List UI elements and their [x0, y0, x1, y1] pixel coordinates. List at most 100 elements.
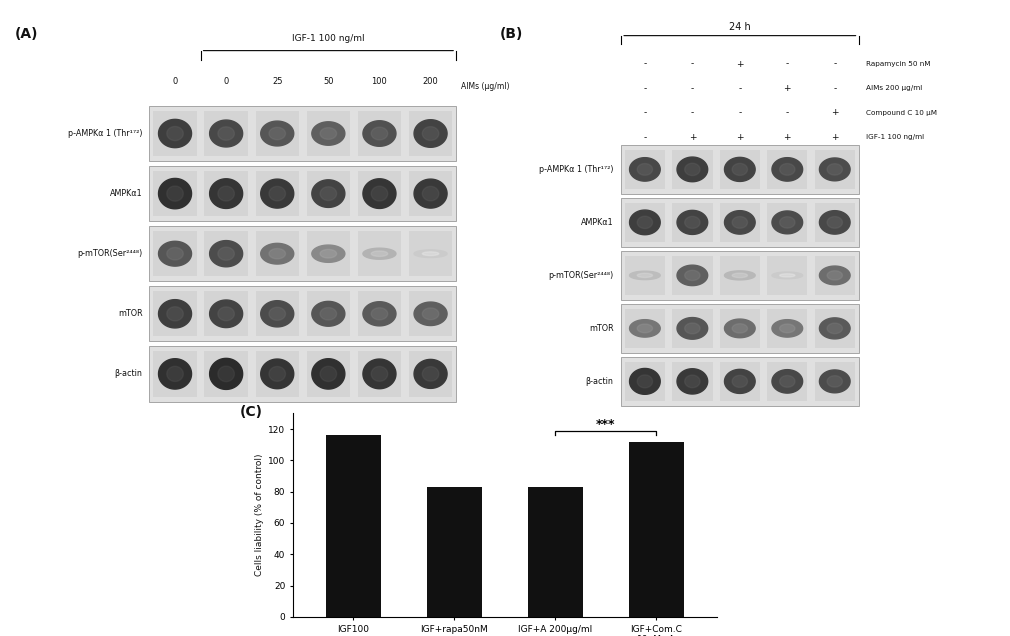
Bar: [625, 362, 665, 401]
Polygon shape: [637, 273, 652, 277]
Polygon shape: [780, 324, 795, 333]
Polygon shape: [685, 323, 700, 334]
Polygon shape: [210, 179, 242, 209]
Bar: [815, 308, 854, 348]
Bar: [154, 231, 197, 277]
Polygon shape: [167, 307, 183, 321]
Polygon shape: [677, 369, 708, 394]
Text: 25: 25: [272, 77, 283, 86]
Bar: [409, 171, 452, 216]
Polygon shape: [422, 366, 438, 381]
Polygon shape: [320, 128, 336, 139]
Polygon shape: [414, 302, 447, 326]
Text: β-actin: β-actin: [586, 377, 613, 386]
Text: ***: ***: [596, 418, 616, 431]
Polygon shape: [637, 163, 652, 176]
Bar: [815, 362, 854, 401]
Text: -: -: [691, 60, 694, 69]
Bar: [307, 351, 350, 397]
Bar: [204, 111, 247, 156]
Polygon shape: [159, 120, 192, 148]
Polygon shape: [312, 301, 344, 326]
Polygon shape: [414, 120, 447, 148]
Bar: [815, 149, 854, 189]
Polygon shape: [637, 216, 652, 228]
Bar: [409, 291, 452, 336]
Text: -: -: [738, 84, 741, 93]
Bar: [154, 351, 197, 397]
Bar: [768, 203, 807, 242]
Bar: [307, 111, 350, 156]
Text: +: +: [736, 60, 743, 69]
Polygon shape: [218, 307, 234, 321]
Text: 24 h: 24 h: [729, 22, 750, 32]
Polygon shape: [819, 211, 850, 234]
Bar: [673, 256, 712, 295]
Bar: [149, 166, 457, 221]
Polygon shape: [732, 375, 747, 387]
Bar: [720, 203, 760, 242]
Polygon shape: [422, 252, 438, 256]
Polygon shape: [819, 370, 850, 393]
Bar: [154, 171, 197, 216]
Bar: [815, 256, 854, 295]
Polygon shape: [780, 375, 795, 387]
Bar: [625, 308, 665, 348]
Polygon shape: [261, 359, 294, 389]
Polygon shape: [210, 120, 242, 147]
Polygon shape: [780, 217, 795, 228]
Text: 100: 100: [372, 77, 387, 86]
Polygon shape: [724, 370, 755, 394]
Text: AIMs 200 μg/ml: AIMs 200 μg/ml: [867, 85, 922, 92]
Bar: [256, 171, 299, 216]
Text: -: -: [738, 108, 741, 118]
Polygon shape: [629, 158, 661, 181]
Text: -: -: [643, 84, 646, 93]
Bar: [154, 111, 197, 156]
Text: (A): (A): [15, 27, 38, 41]
Polygon shape: [261, 121, 294, 146]
Text: 200: 200: [423, 77, 438, 86]
Polygon shape: [218, 127, 234, 141]
Bar: [204, 291, 247, 336]
Text: IGF-1 100 ng/ml: IGF-1 100 ng/ml: [867, 134, 924, 141]
Text: p-AMPKα 1 (Thr¹⁷²): p-AMPKα 1 (Thr¹⁷²): [539, 165, 613, 174]
Polygon shape: [827, 163, 842, 175]
Polygon shape: [724, 271, 755, 280]
Polygon shape: [677, 211, 708, 235]
Polygon shape: [629, 320, 661, 337]
Y-axis label: Cells liability (% of control): Cells liability (% of control): [255, 454, 264, 576]
Polygon shape: [159, 300, 192, 328]
Polygon shape: [312, 121, 344, 145]
Text: -: -: [786, 60, 789, 69]
Text: AMPKα1: AMPKα1: [110, 189, 142, 198]
Polygon shape: [320, 187, 336, 200]
Text: -: -: [643, 133, 646, 142]
Text: mTOR: mTOR: [589, 324, 613, 333]
Bar: [720, 256, 760, 295]
Bar: [673, 203, 712, 242]
Polygon shape: [218, 366, 234, 382]
Bar: [621, 145, 858, 193]
Text: AIMs (μg/ml): AIMs (μg/ml): [461, 81, 509, 90]
Bar: [307, 291, 350, 336]
Text: -: -: [833, 84, 836, 93]
Polygon shape: [772, 158, 803, 181]
Polygon shape: [732, 273, 747, 278]
Bar: [204, 351, 247, 397]
Bar: [204, 171, 247, 216]
Polygon shape: [218, 186, 234, 201]
Text: Compound C 10 μM: Compound C 10 μM: [867, 110, 937, 116]
Polygon shape: [677, 317, 708, 339]
Polygon shape: [772, 370, 803, 393]
Polygon shape: [218, 247, 234, 260]
Text: +: +: [784, 133, 791, 142]
Polygon shape: [363, 248, 396, 259]
Bar: [673, 149, 712, 189]
Bar: [628, 441, 684, 617]
Polygon shape: [637, 324, 652, 333]
Polygon shape: [819, 266, 850, 285]
Polygon shape: [629, 210, 661, 235]
Text: +: +: [831, 108, 838, 118]
Bar: [720, 362, 760, 401]
